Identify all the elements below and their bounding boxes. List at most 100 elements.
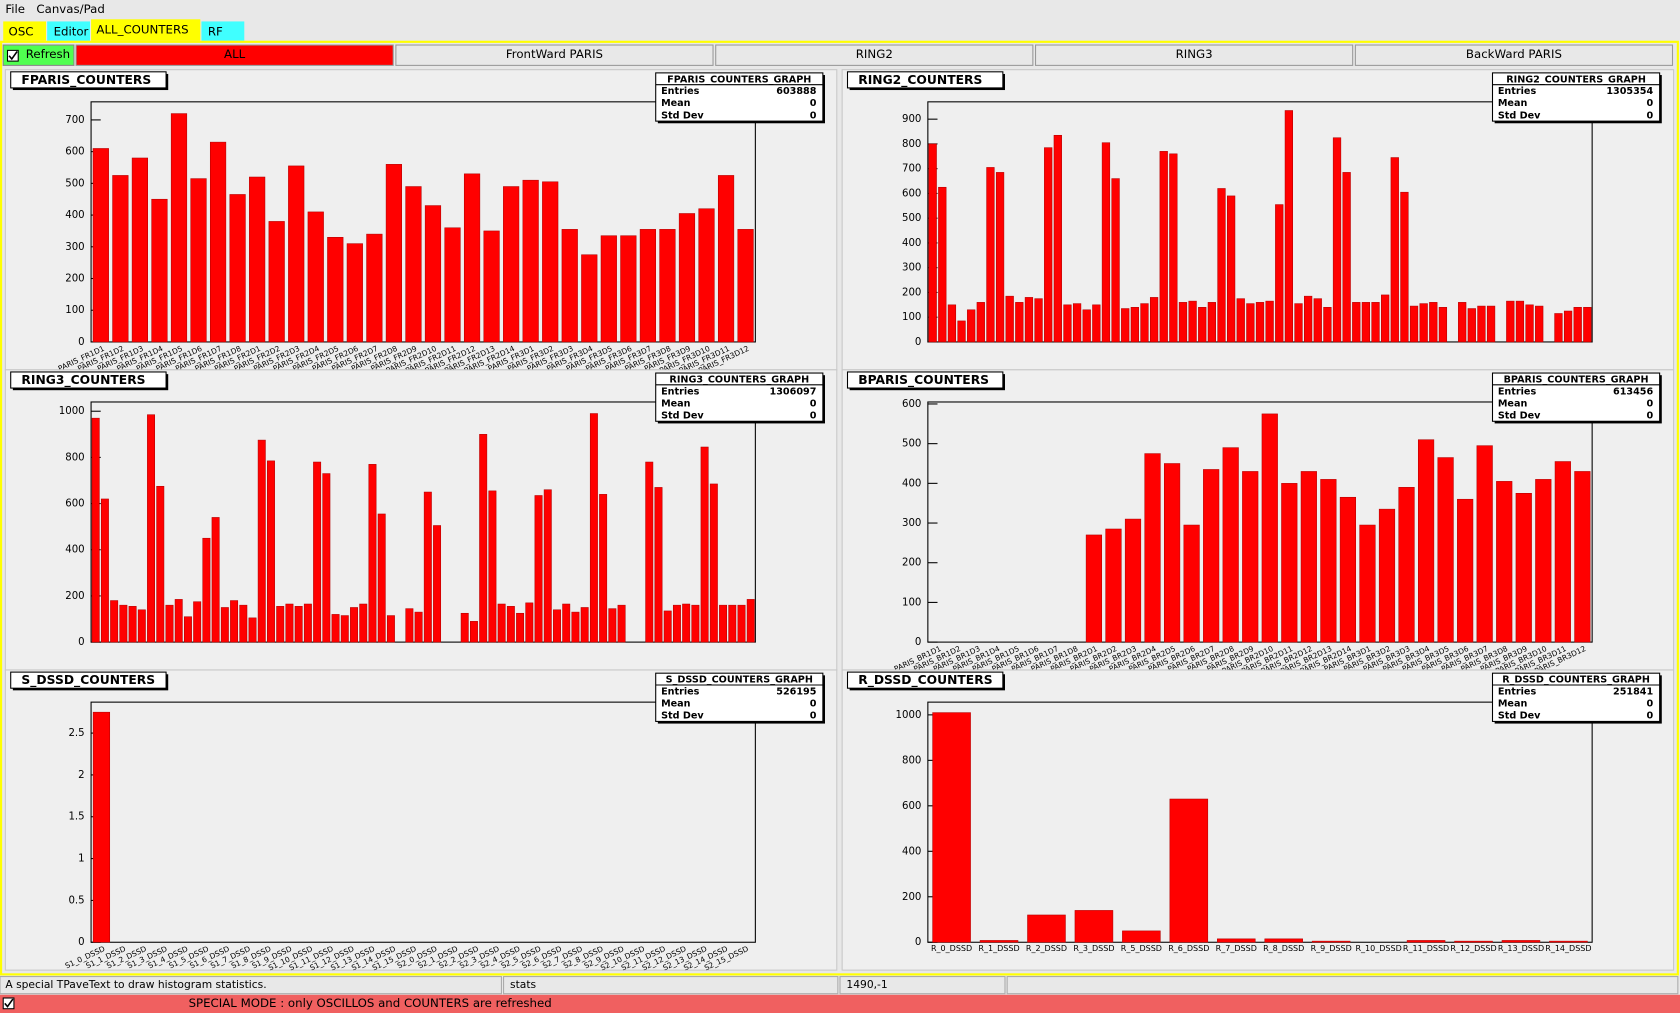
bar bbox=[1304, 295, 1313, 343]
bar bbox=[1188, 300, 1197, 343]
stats-label: Mean bbox=[661, 98, 691, 109]
tab-active[interactable] bbox=[91, 19, 201, 41]
y-tick-label: 300 bbox=[65, 242, 84, 253]
tab[interactable] bbox=[47, 21, 90, 41]
bar bbox=[1246, 303, 1255, 343]
y-tick-label: 400 bbox=[902, 846, 921, 857]
bar bbox=[503, 186, 520, 343]
bar bbox=[1255, 302, 1265, 343]
bar bbox=[620, 235, 637, 343]
bar bbox=[423, 491, 432, 643]
plot-frame bbox=[90, 401, 756, 643]
refresh-label[interactable]: Refresh bbox=[26, 47, 70, 61]
bar bbox=[479, 434, 488, 643]
bar bbox=[976, 302, 985, 343]
view-button-label[interactable]: RING2 bbox=[856, 47, 893, 61]
bar bbox=[928, 143, 937, 343]
plot-frame bbox=[90, 701, 756, 943]
bar bbox=[469, 621, 478, 643]
y-tick-label: 600 bbox=[902, 399, 921, 410]
y-tick-label: 0 bbox=[78, 637, 84, 648]
tab[interactable] bbox=[201, 21, 245, 41]
bar bbox=[645, 461, 654, 643]
bar bbox=[1024, 297, 1034, 343]
stats-value: 0 bbox=[1647, 711, 1654, 722]
stats-value: 0 bbox=[1647, 410, 1654, 421]
pad: 0100200300400500600PARIS_BR1D1PARIS_BR1D… bbox=[841, 369, 1675, 676]
bar bbox=[1015, 302, 1024, 343]
view-button[interactable] bbox=[75, 44, 394, 66]
bar bbox=[368, 464, 377, 643]
bar bbox=[239, 604, 248, 643]
bar bbox=[174, 599, 183, 643]
bar bbox=[483, 230, 500, 343]
bar bbox=[248, 617, 257, 643]
bar bbox=[488, 490, 497, 643]
bar bbox=[1583, 307, 1592, 343]
menu-file[interactable]: File bbox=[5, 2, 25, 16]
tab[interactable] bbox=[3, 21, 47, 41]
checkbox[interactable] bbox=[6, 49, 19, 62]
status-cell bbox=[0, 976, 502, 995]
status-cell bbox=[1006, 976, 1679, 995]
bar bbox=[91, 417, 100, 643]
stats-label: Entries bbox=[661, 86, 700, 97]
checkbox[interactable] bbox=[2, 997, 15, 1010]
stats-value: 0 bbox=[810, 110, 817, 121]
y-tick-label: 2 bbox=[78, 770, 84, 781]
bar bbox=[1222, 447, 1239, 643]
bar bbox=[678, 213, 696, 343]
view-button-label[interactable]: BackWard PARIS bbox=[1466, 47, 1562, 61]
bar bbox=[1281, 483, 1298, 643]
view-button[interactable] bbox=[1354, 44, 1674, 66]
stats-label: Mean bbox=[661, 699, 691, 710]
bar bbox=[1400, 191, 1409, 343]
view-button[interactable] bbox=[1035, 44, 1354, 66]
status-text: stats bbox=[510, 978, 537, 991]
view-button[interactable] bbox=[715, 44, 1034, 66]
stats-value: 1306097 bbox=[770, 386, 817, 397]
title-box bbox=[10, 371, 167, 389]
stats-label: Mean bbox=[1498, 699, 1528, 710]
view-button[interactable] bbox=[395, 44, 714, 66]
bar bbox=[414, 611, 423, 643]
bar bbox=[229, 194, 246, 343]
view-button-label[interactable]: RING3 bbox=[1176, 47, 1213, 61]
bar bbox=[746, 599, 755, 643]
bar bbox=[717, 175, 735, 343]
bar bbox=[1311, 940, 1351, 943]
y-tick-label: 200 bbox=[65, 274, 84, 285]
bar bbox=[1381, 294, 1390, 343]
bar bbox=[350, 607, 358, 643]
bar bbox=[581, 254, 598, 343]
bar bbox=[1515, 300, 1525, 343]
bar bbox=[986, 167, 995, 343]
y-tick-label: 400 bbox=[65, 545, 84, 556]
bar bbox=[444, 227, 461, 343]
bar bbox=[1438, 307, 1448, 343]
tab-label[interactable]: Editor bbox=[54, 25, 89, 39]
view-button-label[interactable]: ALL bbox=[224, 47, 246, 61]
bar bbox=[967, 309, 976, 343]
bar bbox=[938, 186, 947, 343]
bar bbox=[1144, 453, 1161, 643]
bar bbox=[1092, 304, 1101, 343]
bar bbox=[1419, 303, 1428, 343]
tab-label[interactable]: ALL_COUNTERS bbox=[96, 23, 188, 37]
y-tick-label: 800 bbox=[65, 452, 84, 463]
refresh-button[interactable] bbox=[2, 44, 75, 66]
tab-label[interactable]: RF bbox=[208, 25, 223, 39]
stats-label: Std Dev bbox=[661, 110, 704, 121]
bar bbox=[1217, 188, 1226, 343]
view-button-label[interactable]: FrontWard PARIS bbox=[506, 47, 603, 61]
bar bbox=[1130, 307, 1139, 343]
bar bbox=[331, 614, 340, 643]
bar bbox=[639, 229, 656, 343]
bar bbox=[1149, 297, 1159, 343]
bar bbox=[1082, 309, 1091, 343]
bar bbox=[366, 233, 383, 343]
bar bbox=[1535, 305, 1544, 343]
tab-label[interactable]: OSC bbox=[9, 25, 34, 39]
menu-canvas[interactable]: Canvas/Pad bbox=[36, 2, 104, 16]
status-cell bbox=[839, 976, 1006, 995]
